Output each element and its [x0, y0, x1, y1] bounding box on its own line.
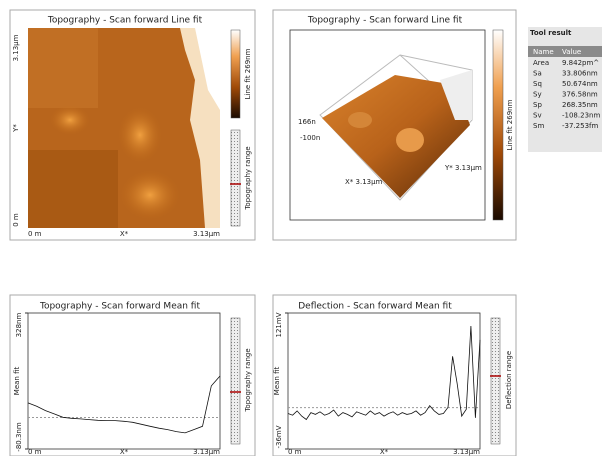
range-bar[interactable] [490, 317, 501, 445]
row-name: Sv [533, 112, 542, 120]
z-label: -100n [300, 134, 320, 142]
y-label: Mean fit [13, 367, 21, 396]
row-value: 9.842pm^ [562, 59, 599, 67]
y-tick-label: 121mV [275, 312, 283, 337]
panel-title: Topography - Scan forward Line fit [47, 16, 203, 26]
tool-result: Tool result Name Value Area 9.842pm^ Sa 33.… [528, 27, 602, 152]
row-name: Sy [533, 91, 542, 99]
tool-panel [528, 27, 602, 152]
panel-title: Topography - Scan forward Mean fit [39, 302, 200, 312]
x-label: 3.13µm [193, 448, 220, 456]
row-name: Sq [533, 80, 542, 88]
row-value: 268.35nm [562, 101, 598, 109]
row-name: Sa [533, 70, 542, 78]
row-name: Sm [533, 122, 544, 130]
x-label: X* [380, 448, 389, 456]
x-label: 3.13µm [193, 230, 220, 238]
profile-line [27, 375, 221, 434]
topography-image [28, 28, 220, 228]
row-value: -108.23nm [562, 112, 600, 120]
row-value: 33.806nm [562, 70, 598, 78]
y-label: Mean fit [273, 367, 281, 396]
y-tick-label: -36mV [275, 425, 283, 448]
row-value: 376.58nm [562, 91, 598, 99]
y-tick-label: -80.3nm [15, 422, 23, 452]
range-bar[interactable] [230, 129, 241, 227]
profile-line [287, 325, 481, 421]
colorbar-label: Line fit 269nm [506, 99, 514, 150]
plot-area [287, 312, 481, 450]
range-bar[interactable] [230, 317, 241, 445]
colorbar-label: Line fit 269nm [244, 48, 252, 99]
row-value: 50.674nm [562, 80, 598, 88]
x-label: X* [120, 448, 129, 456]
x-label: 3.13µm [453, 448, 480, 456]
axis-label: Y* 3.13µm [444, 164, 482, 172]
range-label: Deflection range [505, 351, 513, 409]
tool-title: Tool result [530, 29, 572, 37]
row-name: Sp [533, 101, 542, 109]
x-label: X* [120, 230, 129, 238]
row-name: Area [533, 59, 549, 67]
x-label: 0 m [28, 448, 42, 456]
axis-label: X* 3.13µm [345, 178, 383, 186]
row-value: -37.253fm [562, 122, 598, 130]
colorbar [230, 29, 241, 119]
y-label: 0 m [12, 213, 20, 227]
plot-area [27, 312, 221, 450]
range-label: Topography range [244, 146, 252, 210]
y-tick-label: 328nm [15, 313, 23, 338]
z-label: 166n [298, 118, 316, 126]
x-label: 0 m [288, 448, 302, 456]
table-header [528, 46, 602, 57]
panel-title: Topography - Scan forward Line fit [307, 16, 463, 26]
panel-title: Deflection - Scan forward Mean fit [298, 302, 452, 312]
y-label: Y* [12, 124, 20, 133]
column-header: Name [533, 48, 554, 56]
colorbar [492, 29, 504, 221]
column-header: Value [562, 48, 581, 56]
range-label: Topography range [244, 348, 252, 412]
y-label: 3.13µm [12, 34, 20, 61]
surface-3d [319, 54, 473, 201]
x-label: 0 m [28, 230, 42, 238]
